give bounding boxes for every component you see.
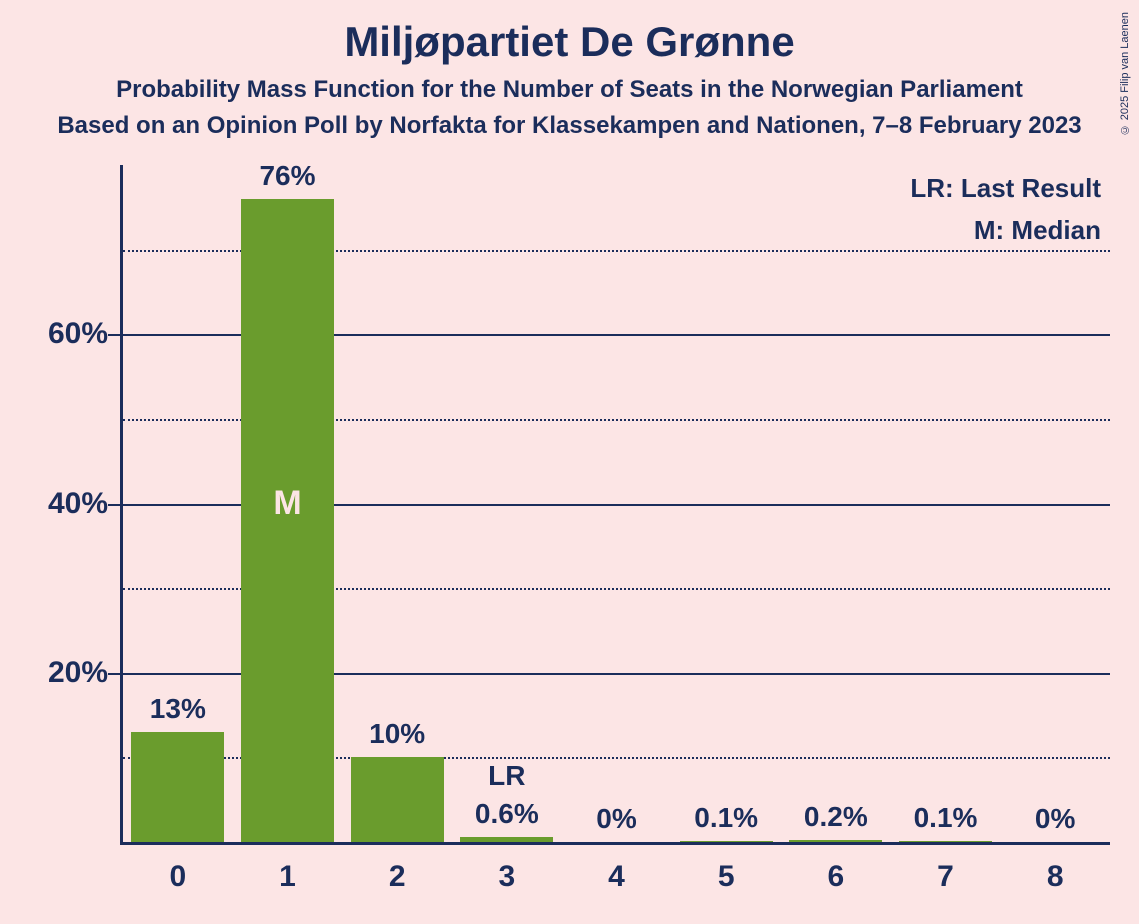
bar-value-label: 0.1% [914,802,978,834]
x-axis-label: 8 [1047,860,1064,894]
x-axis-label: 4 [608,860,625,894]
x-axis-label: 6 [827,860,844,894]
bar [460,837,553,842]
median-marker: M [273,484,301,523]
bar-value-label: 0.6% [475,798,539,830]
chart-subtitle: Probability Mass Function for the Number… [0,76,1139,104]
x-axis-label: 3 [498,860,515,894]
bar [899,841,992,842]
chart-title: Miljøpartiet De Grønne [0,18,1139,66]
bar-value-label: 76% [259,160,315,192]
bar [680,841,773,842]
bar-value-label: 0.2% [804,801,868,833]
copyright-text: © 2025 Filip van Laenen [1119,12,1131,135]
y-axis-label: 60% [8,317,108,351]
x-axis-label: 1 [279,860,296,894]
chart-subtitle2: Based on an Opinion Poll by Norfakta for… [0,112,1139,140]
bar-value-label: 13% [150,693,206,725]
bar-value-label: 0.1% [694,802,758,834]
y-tick [108,673,120,675]
bar [351,757,444,842]
bar-value-label: 0% [1035,803,1075,835]
chart-plot-area: 20%40%60%13%076%1M10%20.6%3LR0%40.1%50.2… [120,165,1110,845]
x-axis-label: 0 [169,860,186,894]
last-result-marker: LR [488,760,525,792]
y-axis-label: 20% [8,656,108,690]
bar-value-label: 0% [596,803,636,835]
bar [131,732,224,842]
y-tick [108,504,120,506]
chart-container: Miljøpartiet De Grønne Probability Mass … [0,0,1139,924]
bar-value-label: 10% [369,718,425,750]
bar [789,840,882,842]
x-axis-label: 7 [937,860,954,894]
y-tick [108,334,120,336]
y-axis-label: 40% [8,487,108,521]
x-axis-label: 5 [718,860,735,894]
x-axis-label: 2 [389,860,406,894]
x-axis [120,842,1110,845]
